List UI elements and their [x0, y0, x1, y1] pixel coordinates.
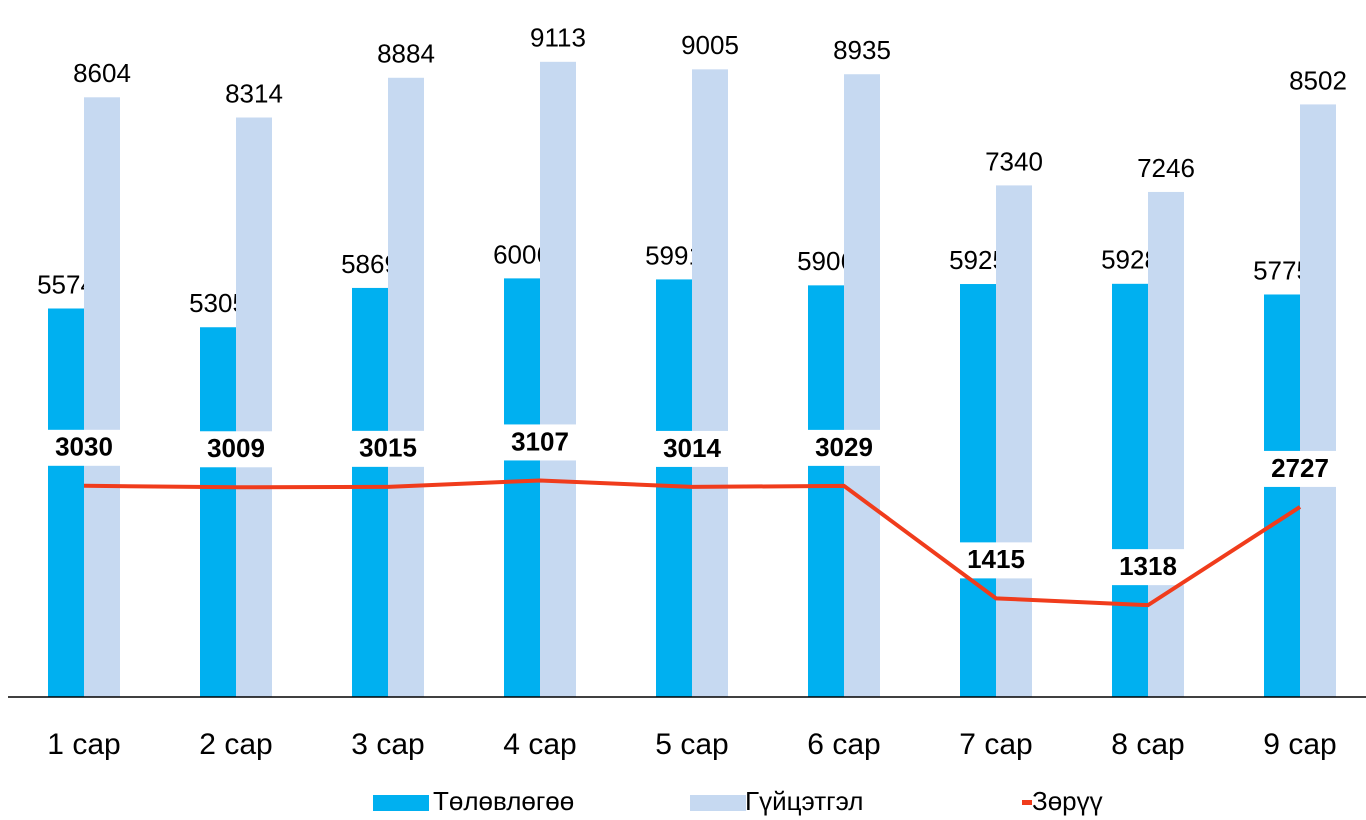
- bar-value-label: 8502: [1289, 65, 1347, 95]
- label-box: [46, 429, 122, 466]
- legend-swatch: [690, 795, 746, 811]
- bar: [996, 185, 1032, 698]
- legend-swatch: [373, 795, 429, 811]
- bar: [1264, 294, 1300, 697]
- legend-label: Зөрүү: [1032, 786, 1103, 816]
- legend-swatch: [1022, 800, 1032, 805]
- label-box: [806, 429, 882, 466]
- line-value-label: 3029: [815, 432, 873, 462]
- x-tick-label: 6 сар: [807, 728, 880, 761]
- x-tick-label: 2 сар: [199, 728, 272, 761]
- label-box: [1262, 450, 1338, 487]
- line-value-label: 3030: [55, 432, 113, 462]
- bar: [1112, 283, 1148, 697]
- line-value-label: 1415: [967, 544, 1025, 574]
- label-box: [350, 430, 426, 467]
- line-value-label: 3015: [359, 433, 417, 463]
- x-tick-label: 3 сар: [351, 728, 424, 761]
- bar: [808, 285, 844, 697]
- label-box: [958, 542, 1034, 579]
- bar: [504, 278, 540, 697]
- bar: [236, 117, 272, 697]
- bar: [48, 308, 84, 697]
- label-box: [1110, 549, 1186, 586]
- bar-value-label: 9113: [530, 23, 586, 53]
- bar-value-label: 7246: [1137, 153, 1195, 183]
- legend-label: Гүйцэтгэл: [745, 786, 863, 816]
- line-value-label: 1318: [1119, 551, 1177, 581]
- bar-value-label: 8604: [73, 58, 131, 88]
- bar: [540, 61, 576, 697]
- legend-label: Төлөвлөгөө: [433, 786, 574, 816]
- x-tick-label: 7 сар: [959, 728, 1032, 761]
- label-box: [654, 430, 730, 467]
- line-value-label: 3009: [207, 433, 265, 463]
- bar: [388, 77, 424, 697]
- bar: [200, 327, 236, 697]
- x-tick-label: 8 сар: [1111, 728, 1184, 761]
- line-value-label: 2727: [1271, 453, 1329, 483]
- bar: [84, 97, 120, 697]
- bar: [1300, 104, 1336, 698]
- line-value-label: 3107: [511, 426, 569, 456]
- bar-value-label: 8884: [377, 39, 435, 69]
- x-tick-label: 4 сар: [503, 728, 576, 761]
- line-value-label: 3014: [663, 433, 721, 463]
- label-box: [502, 424, 578, 461]
- bar: [960, 284, 996, 697]
- bar-value-label: 9005: [681, 30, 739, 60]
- line: [83, 478, 1302, 608]
- bar: [1148, 191, 1184, 697]
- bar: [844, 74, 880, 698]
- x-tick-label: 9 сар: [1263, 728, 1336, 761]
- x-tick-label: 1 сар: [47, 728, 120, 761]
- bar-value-label: 8314: [225, 78, 283, 108]
- bar: [352, 287, 388, 697]
- bar: [692, 69, 728, 697]
- bar-value-label: 8935: [833, 35, 891, 65]
- label-box: [198, 431, 274, 468]
- bar-value-label: 7340: [985, 146, 1043, 176]
- x-tick-label: 5 сар: [655, 728, 728, 761]
